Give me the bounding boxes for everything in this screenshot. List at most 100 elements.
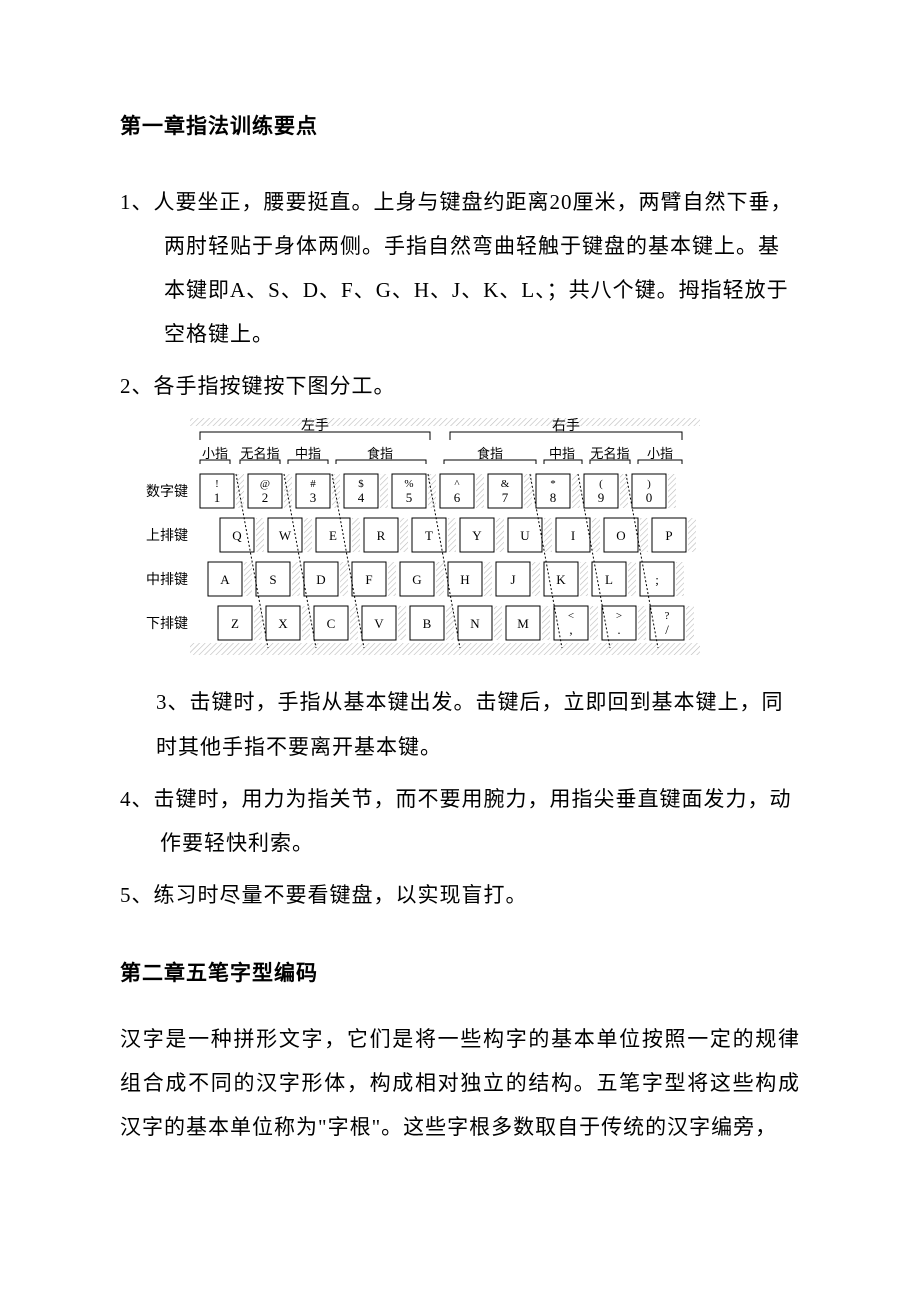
svg-text:!: ! bbox=[215, 478, 219, 490]
svg-text:.: . bbox=[617, 622, 620, 637]
svg-text:H: H bbox=[460, 572, 469, 587]
item2-num: 2、 bbox=[120, 374, 154, 398]
item3-text: 击键时，手指从基本键出发。击键后，立即回到基本键上，同时其他手指不要离开基本键。 bbox=[156, 690, 784, 758]
svg-text:9: 9 bbox=[598, 490, 605, 505]
key-t: T bbox=[412, 518, 456, 552]
svg-text:G: G bbox=[412, 572, 421, 587]
finger-middle-l: 中指 bbox=[295, 446, 321, 461]
list-item-2: 2、各手指按键按下图分工。 bbox=[120, 364, 800, 408]
svg-text:U: U bbox=[520, 528, 530, 543]
svg-text:S: S bbox=[269, 572, 276, 587]
item1-num: 1、 bbox=[120, 190, 154, 214]
key-p: P bbox=[652, 518, 696, 552]
svg-text:?: ? bbox=[665, 610, 670, 622]
list-item-1: 1、人要坐正，腰要挺直。上身与键盘约距离20厘米，两臂自然下垂，两肘轻贴于身体两… bbox=[120, 180, 800, 356]
svg-text:D: D bbox=[316, 572, 325, 587]
finger-index-r: 食指 bbox=[477, 446, 503, 461]
svg-text:3: 3 bbox=[310, 490, 317, 505]
svg-text:B: B bbox=[423, 616, 432, 631]
svg-text:5: 5 bbox=[406, 490, 413, 505]
item4-text: 击键时，用力为指关节，而不要用腕力，用指尖垂直键面发力，动作要轻快利索。 bbox=[154, 787, 792, 855]
finger-middle-r: 中指 bbox=[549, 446, 575, 461]
svg-text:P: P bbox=[665, 528, 672, 543]
key-s: S bbox=[256, 562, 300, 596]
hatch-top bbox=[190, 418, 700, 426]
hatch-strip bbox=[190, 643, 700, 655]
key-a: A bbox=[208, 562, 252, 596]
svg-text:/: / bbox=[665, 622, 669, 637]
key-num-9: (9 bbox=[584, 474, 628, 508]
svg-text:Q: Q bbox=[232, 528, 242, 543]
finger-ring-l: 无名指 bbox=[240, 446, 279, 461]
svg-text:8: 8 bbox=[550, 490, 557, 505]
finger-pinky-l: 小指 bbox=[202, 446, 228, 461]
svg-text:O: O bbox=[616, 528, 625, 543]
key-punct-0: <, bbox=[554, 606, 598, 640]
row-label-number: 数字键 bbox=[146, 484, 188, 500]
svg-text:): ) bbox=[647, 478, 651, 490]
chapter2-body: 五笔字型编码 bbox=[186, 961, 318, 985]
item3-num: 3、 bbox=[156, 690, 190, 714]
key-i: I bbox=[556, 518, 600, 552]
svg-text:Y: Y bbox=[472, 528, 482, 543]
svg-text:A: A bbox=[220, 572, 230, 587]
svg-text:F: F bbox=[365, 572, 372, 587]
chapter1-body: 指法训练要点 bbox=[186, 114, 318, 138]
svg-text:;: ; bbox=[655, 572, 659, 587]
key-w: W bbox=[268, 518, 312, 552]
row-label-bottom: 下排键 bbox=[146, 616, 188, 632]
svg-text:C: C bbox=[327, 616, 336, 631]
chapter1-prefix: 第一章 bbox=[120, 114, 186, 138]
key-num-0: )0 bbox=[632, 474, 676, 508]
chapter2-title: 第二章五笔字型编码 bbox=[120, 957, 800, 987]
key-d: D bbox=[304, 562, 348, 596]
item5-text: 练习时尽量不要看键盘，以实现盲打。 bbox=[154, 883, 528, 907]
svg-text:0: 0 bbox=[646, 490, 653, 505]
svg-text:W: W bbox=[279, 528, 292, 543]
finger-pinky-r: 小指 bbox=[647, 446, 673, 461]
keys-group: !1@2#3$4%5^6&7*8(9)0QWERTYUIOPASDFGHJKL;… bbox=[200, 474, 696, 648]
finger-index-l: 食指 bbox=[367, 446, 393, 461]
item5-num: 5、 bbox=[120, 883, 154, 907]
svg-text:,: , bbox=[569, 622, 572, 637]
key-r: R bbox=[364, 518, 408, 552]
svg-text:J: J bbox=[510, 572, 515, 587]
key-m: M bbox=[506, 606, 550, 640]
chapter1-title: 第一章指法训练要点 bbox=[120, 110, 800, 140]
item4-num: 4、 bbox=[120, 787, 154, 811]
row-label-home: 中排键 bbox=[146, 572, 188, 588]
svg-text:6: 6 bbox=[454, 490, 461, 505]
svg-text:(: ( bbox=[599, 478, 603, 490]
key-g: G bbox=[400, 562, 444, 596]
svg-text:V: V bbox=[374, 616, 384, 631]
svg-text:4: 4 bbox=[358, 490, 365, 505]
key-j: J bbox=[496, 562, 540, 596]
list-item-5: 5、练习时尽量不要看键盘，以实现盲打。 bbox=[120, 873, 800, 917]
chapter2-paragraph: 汉字是一种拼形文字，它们是将一些构字的基本单位按照一定的规律组合成不同的汉字形体… bbox=[120, 1017, 800, 1149]
svg-text:Z: Z bbox=[231, 616, 239, 631]
svg-text:X: X bbox=[278, 616, 288, 631]
left-hand-label: 左手 bbox=[301, 418, 329, 434]
svg-text:L: L bbox=[605, 572, 613, 587]
key-punct-2: ?/ bbox=[650, 606, 694, 640]
page: 第一章指法训练要点 1、人要坐正，腰要挺直。上身与键盘约距离20厘米，两臂自然下… bbox=[0, 0, 920, 1209]
svg-text:7: 7 bbox=[502, 490, 509, 505]
svg-text:@: @ bbox=[260, 478, 270, 490]
svg-text:M: M bbox=[517, 616, 529, 631]
key-e: E bbox=[316, 518, 360, 552]
svg-text:1: 1 bbox=[214, 490, 221, 505]
svg-text:I: I bbox=[571, 528, 575, 543]
key-o: O bbox=[604, 518, 648, 552]
keyboard-diagram: 左手 右手 小指 无名指 中指 食指 食指 中指 无名指 小指 数字键 上排键 … bbox=[130, 418, 800, 660]
svg-text:N: N bbox=[470, 616, 480, 631]
svg-text:&: & bbox=[501, 478, 510, 490]
key-y: Y bbox=[460, 518, 504, 552]
key-q: Q bbox=[220, 518, 264, 552]
svg-text:^: ^ bbox=[454, 478, 460, 490]
key-z: Z bbox=[218, 606, 262, 640]
svg-text:#: # bbox=[310, 478, 316, 490]
key-c: C bbox=[314, 606, 358, 640]
svg-text:K: K bbox=[556, 572, 566, 587]
key-v: V bbox=[362, 606, 406, 640]
svg-text:<: < bbox=[568, 610, 574, 622]
